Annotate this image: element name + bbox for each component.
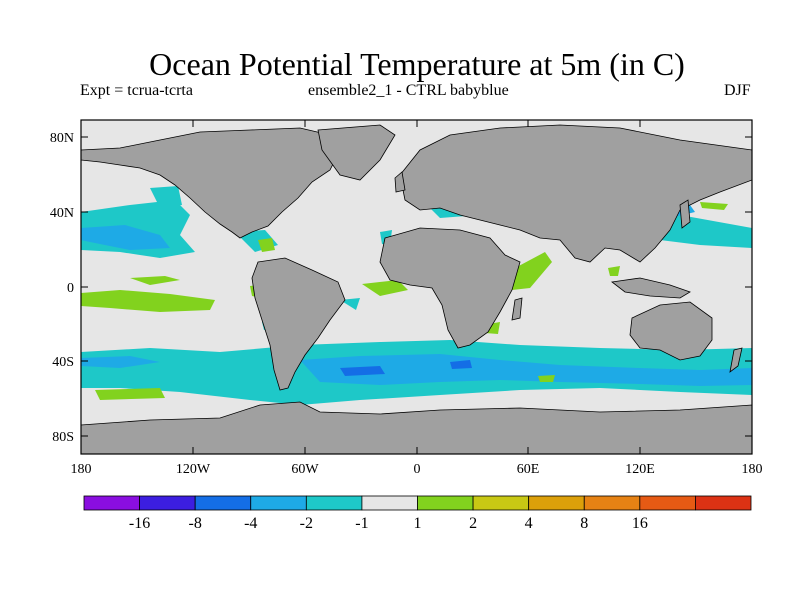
land-north-america bbox=[81, 127, 341, 239]
colorbar-label: -1 bbox=[355, 515, 368, 532]
season-label: DJF bbox=[724, 82, 751, 99]
anomaly-patch bbox=[340, 298, 360, 310]
lon-label-0: 0 bbox=[414, 462, 421, 477]
colorbar-swatch bbox=[139, 495, 196, 511]
colorbar-label: 2 bbox=[469, 515, 477, 532]
anomaly-patch bbox=[81, 356, 160, 368]
lon-ticks bbox=[80, 120, 753, 454]
anomaly-patch bbox=[81, 225, 170, 250]
lat-label-40n: 40N bbox=[50, 206, 74, 221]
colorbar-label: -2 bbox=[300, 515, 313, 532]
anomaly-patch bbox=[450, 360, 472, 369]
land-antarctica bbox=[81, 401, 752, 454]
colorbar-label: 16 bbox=[632, 515, 648, 532]
anomaly-patch bbox=[300, 354, 752, 386]
land-africa bbox=[379, 227, 521, 349]
anomaly-patch bbox=[700, 202, 728, 210]
land-new-zealand bbox=[729, 347, 743, 373]
experiment-label: Expt = tcrua-tcrta bbox=[80, 82, 193, 99]
anomaly-patch bbox=[608, 266, 620, 276]
colorbar-swatch bbox=[194, 495, 252, 511]
colorbar-swatch bbox=[250, 495, 307, 511]
colorbar-swatch bbox=[417, 495, 474, 511]
colorbar-label: -4 bbox=[244, 515, 257, 532]
lon-label-60w: 60W bbox=[291, 462, 319, 477]
colorbar-swatch bbox=[361, 495, 418, 511]
anomaly-patch bbox=[362, 280, 408, 296]
land-indonesia bbox=[611, 277, 691, 299]
colorbar-swatch bbox=[639, 495, 696, 511]
colorbar-label: -16 bbox=[129, 515, 150, 532]
anomaly-patch bbox=[130, 276, 180, 285]
land-masses bbox=[81, 124, 752, 454]
land-japan bbox=[679, 199, 691, 229]
chart-title: Ocean Potential Temperature at 5m (in C) bbox=[149, 46, 685, 82]
colorbar-swatch bbox=[528, 495, 585, 511]
colorbar-swatch bbox=[583, 495, 641, 511]
colorbar-label: 1 bbox=[414, 515, 422, 532]
land-britain bbox=[394, 171, 406, 193]
land-australia bbox=[629, 301, 713, 361]
colorbar-swatch bbox=[305, 495, 363, 511]
colorbar-boxes bbox=[83, 495, 752, 511]
land-south-america bbox=[251, 257, 346, 391]
anomaly-patch bbox=[340, 366, 385, 376]
land-madagascar bbox=[511, 297, 523, 321]
anomaly-patch bbox=[538, 375, 555, 382]
colorbar-label: -8 bbox=[189, 515, 202, 532]
lat-label-0: 0 bbox=[67, 281, 74, 296]
lat-ticks bbox=[81, 136, 752, 437]
colorbar: -16 -8 -4 -2 -1 1 2 4 8 16 bbox=[83, 495, 752, 532]
lat-label-40s: 40S bbox=[52, 355, 74, 370]
anomaly-patch bbox=[258, 238, 275, 252]
lon-label-60e: 60E bbox=[517, 462, 540, 477]
anomaly-patch bbox=[81, 290, 215, 312]
lon-label-120e: 120E bbox=[625, 462, 655, 477]
land-greenland bbox=[317, 124, 396, 181]
ensemble-label: ensemble2_1 - CTRL babyblue bbox=[308, 82, 509, 99]
colorbar-label: 4 bbox=[525, 515, 533, 532]
anomaly-patch bbox=[95, 388, 165, 400]
lon-label-180e: 180 bbox=[742, 462, 763, 477]
lon-label-180w: 180 bbox=[71, 462, 92, 477]
lat-label-80n: 80N bbox=[50, 131, 74, 146]
colorbar-swatch bbox=[695, 495, 752, 511]
lat-label-80s: 80S bbox=[52, 430, 74, 445]
colorbar-swatch bbox=[472, 495, 530, 511]
colorbar-labels: -16 -8 -4 -2 -1 1 2 4 8 16 bbox=[129, 515, 648, 532]
anomaly-patch bbox=[512, 252, 552, 290]
land-eurasia bbox=[399, 124, 752, 263]
anomaly-patch bbox=[150, 186, 182, 208]
lon-label-120w: 120W bbox=[176, 462, 211, 477]
colorbar-swatch bbox=[83, 495, 140, 511]
colorbar-label: 8 bbox=[580, 515, 588, 532]
